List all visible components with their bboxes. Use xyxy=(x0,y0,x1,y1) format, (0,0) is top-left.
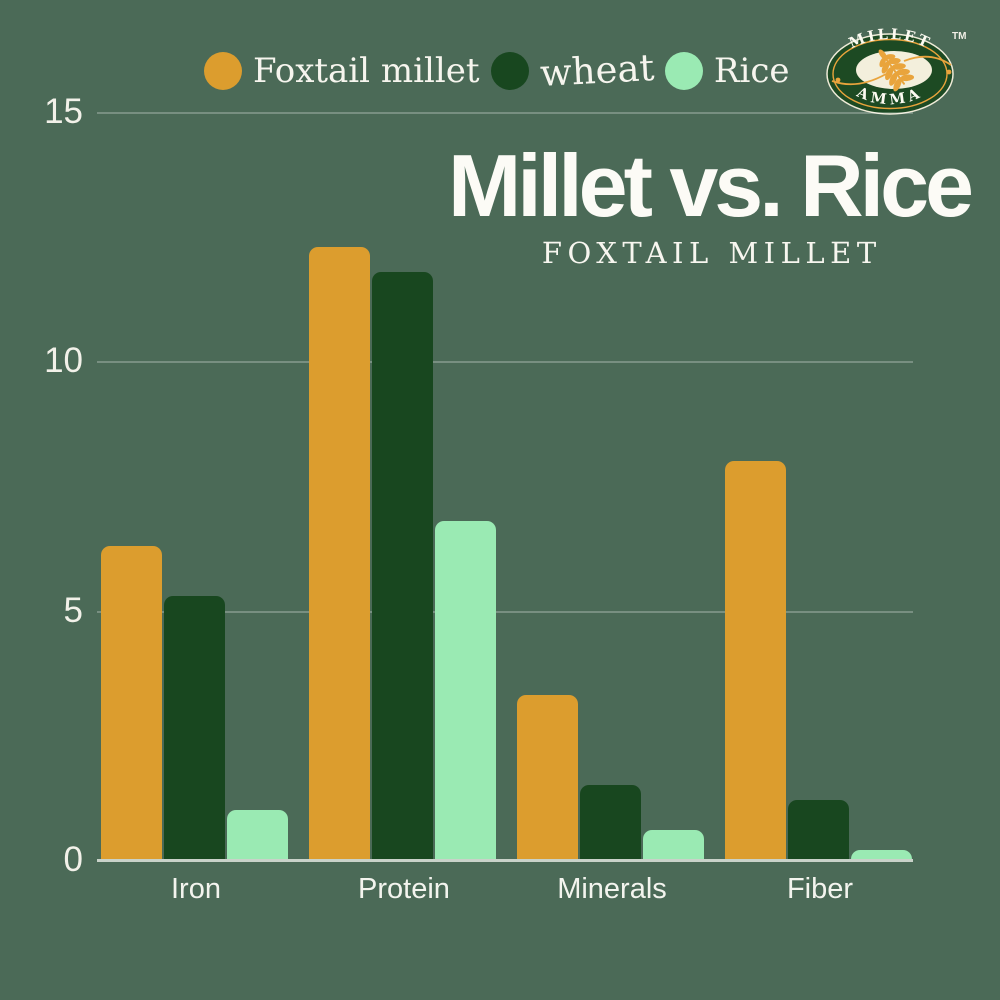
legend-item-rice: Rice xyxy=(664,51,790,91)
legend-item-wheat: wheat xyxy=(490,46,655,95)
bar-wheat-fiber xyxy=(788,800,849,860)
x-axis-baseline xyxy=(97,859,913,862)
gridline-10 xyxy=(97,361,913,364)
bar-foxtail-millet-protein xyxy=(309,247,370,860)
bar-rice-iron xyxy=(227,810,288,860)
bar-group-fiber xyxy=(725,461,915,860)
chart-title: Millet vs. Rice xyxy=(447,136,974,235)
bar-wheat-protein xyxy=(372,272,433,860)
bar-rice-fiber xyxy=(851,850,912,860)
logo-stem-left xyxy=(831,73,887,86)
chart-legend: Foxtail millet wheat Rice xyxy=(204,46,790,95)
bar-group-protein xyxy=(309,247,499,860)
bar-group-iron xyxy=(101,546,291,860)
logo-dot-left xyxy=(835,77,841,83)
chart-subtitle: FOXTAIL MILLET xyxy=(541,236,882,270)
x-axis-label-fiber: Fiber xyxy=(786,873,854,905)
gridline-15 xyxy=(97,112,913,114)
legend-swatch-foxtail-millet xyxy=(204,52,242,90)
title-block: Millet vs. Rice FOXTAIL MILLET xyxy=(444,136,974,271)
legend-swatch-wheat xyxy=(490,52,529,90)
bar-group-minerals xyxy=(517,695,707,860)
gridline-5 xyxy=(97,610,913,613)
millet-amma-logo: MILLET AMMA TM xyxy=(826,26,966,115)
wheat-ear-icon xyxy=(878,49,915,92)
bar-wheat-minerals xyxy=(580,785,641,860)
legend-swatch-rice xyxy=(664,52,703,90)
y-axis-tick-label-10: 10 xyxy=(44,341,83,381)
bar-rice-protein xyxy=(435,521,496,860)
y-axis-tick-label-15: 15 xyxy=(44,92,83,132)
y-axis-tick-label-0: 0 xyxy=(63,840,83,880)
x-axis-label-iron: Iron xyxy=(171,873,221,905)
bar-foxtail-millet-iron xyxy=(101,546,162,860)
x-axis-label-protein: Protein xyxy=(358,873,450,905)
legend-label-foxtail-millet: Foxtail millet xyxy=(253,51,480,91)
legend-item-foxtail-millet: Foxtail millet xyxy=(204,52,480,90)
bar-wheat-iron xyxy=(164,596,225,860)
x-axis-label-minerals: Minerals xyxy=(557,873,667,905)
logo-stem-right xyxy=(903,55,952,66)
trademark-symbol: TM xyxy=(952,31,966,42)
legend-label-rice: Rice xyxy=(713,51,790,91)
bar-rice-minerals xyxy=(643,830,704,860)
logo-gold-ring xyxy=(832,38,948,110)
bar-foxtail-millet-minerals xyxy=(517,695,578,860)
logo-dot-right xyxy=(946,69,952,75)
y-axis-tick-label-5: 5 xyxy=(63,590,83,630)
bar-foxtail-millet-fiber xyxy=(725,461,786,860)
